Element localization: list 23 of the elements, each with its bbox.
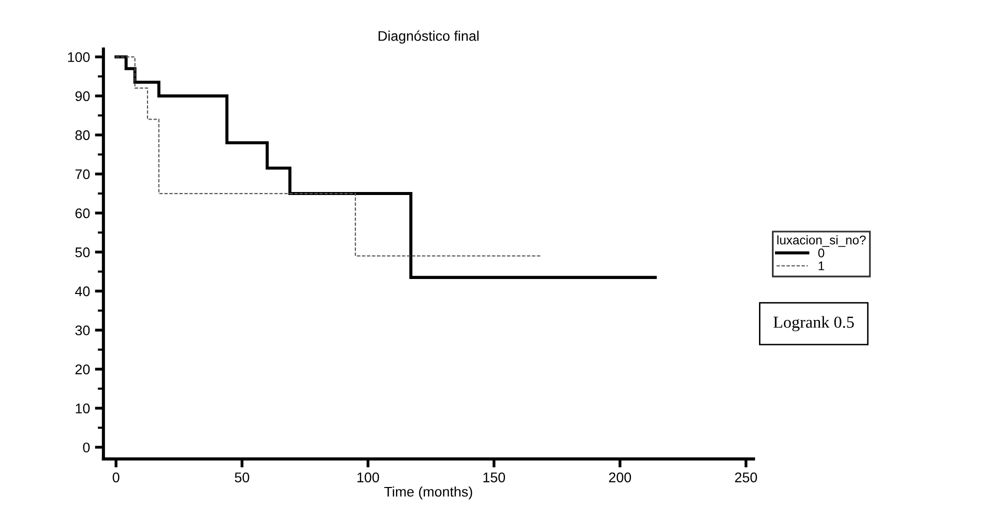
y-tick-label: 90 [75, 91, 90, 102]
y-tick-label: 60 [75, 208, 90, 218]
y-tick-label: 0 [83, 442, 90, 452]
y-tick-label: 80 [75, 130, 90, 140]
text: Logrank 0.5 [774, 316, 854, 332]
legend-title: luxacion_si_no? [777, 235, 866, 247]
legend-label: 0 [818, 248, 824, 258]
y-tick-label: 10 [76, 404, 90, 414]
x-axis-title: Time (months) [384, 486, 472, 500]
y-tick-label: 50 [75, 247, 90, 258]
y-tick-label: 70 [75, 169, 90, 180]
x-tick-label: 150 [483, 472, 506, 482]
legend-label: 1 [818, 262, 824, 270]
y-tick-label: 40 [75, 286, 90, 296]
x-tick-label: 200 [609, 472, 632, 482]
y-tick-label: 100 [68, 52, 90, 62]
y-tick-label: 20 [75, 364, 90, 374]
y-tick-label: 30 [75, 325, 90, 336]
x-tick-label: 250 [735, 472, 758, 482]
chart-title: Diagnóstico final [378, 30, 479, 44]
x-tick-label: 0 [112, 472, 120, 482]
x-tick-label: 50 [234, 472, 250, 482]
x-tick-label: 100 [357, 472, 380, 482]
